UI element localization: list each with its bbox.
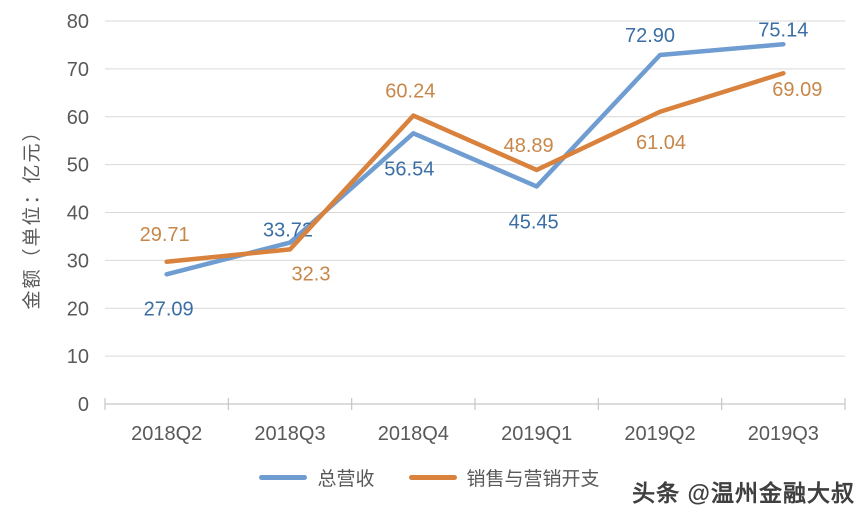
- data-label-series-0: 75.14: [758, 19, 808, 41]
- data-label-series-0: 27.09: [144, 298, 194, 320]
- legend-item-total-revenue: 总营收: [259, 464, 375, 491]
- x-tick-label: 2019Q1: [501, 423, 572, 445]
- watermark: 头条 @温州金融大叔: [632, 480, 855, 506]
- series-line-1: [164, 70, 786, 265]
- data-label-series-0: 45.45: [509, 211, 559, 233]
- y-tick-label: 30: [67, 250, 89, 272]
- data-label-series-1: 48.89: [504, 135, 554, 157]
- x-tick-label: 2019Q2: [624, 423, 695, 445]
- y-tick-label: 0: [78, 394, 89, 416]
- y-tick-label: 70: [67, 59, 89, 81]
- y-tick-label: 60: [67, 107, 89, 129]
- data-label-series-1: 60.24: [385, 81, 435, 103]
- legend-line-sample-blue: [259, 475, 308, 480]
- series-line-0: [164, 42, 786, 277]
- legend-label-total-revenue: 总营收: [317, 469, 375, 490]
- legend-item-sales-marketing: 销售与营销开支: [408, 464, 600, 491]
- y-axis-title: 金额（单位：亿元）: [21, 120, 43, 309]
- y-tick-label: 50: [67, 155, 89, 177]
- data-label-series-1: 32.3: [292, 263, 331, 285]
- x-tick-label: 2018Q4: [378, 423, 449, 445]
- data-label-series-0: 56.54: [384, 158, 434, 180]
- legend: 总营收 销售与营销开支: [0, 464, 859, 491]
- data-label-series-1: 69.09: [772, 79, 822, 101]
- y-tick-label: 40: [67, 203, 89, 225]
- y-tick-label: 10: [67, 346, 89, 368]
- plot-area: 0 10 20 30 40 50 60 70 80 2018Q2 2018Q3 2018Q4 2019Q…: [21, 11, 846, 445]
- legend-line-sample-orange: [408, 475, 457, 480]
- x-tick-label: 2018Q2: [131, 423, 202, 445]
- data-label-series-1: 29.71: [140, 224, 190, 246]
- x-tick-label: 2018Q3: [254, 423, 325, 445]
- y-tick-label: 20: [67, 298, 89, 320]
- data-label-series-1: 61.04: [636, 132, 686, 154]
- data-label-series-0: 72.90: [625, 25, 675, 47]
- legend-label-sales-marketing: 销售与营销开支: [466, 469, 600, 490]
- x-tick-label: 2019Q3: [748, 423, 819, 445]
- y-tick-label: 80: [67, 11, 89, 33]
